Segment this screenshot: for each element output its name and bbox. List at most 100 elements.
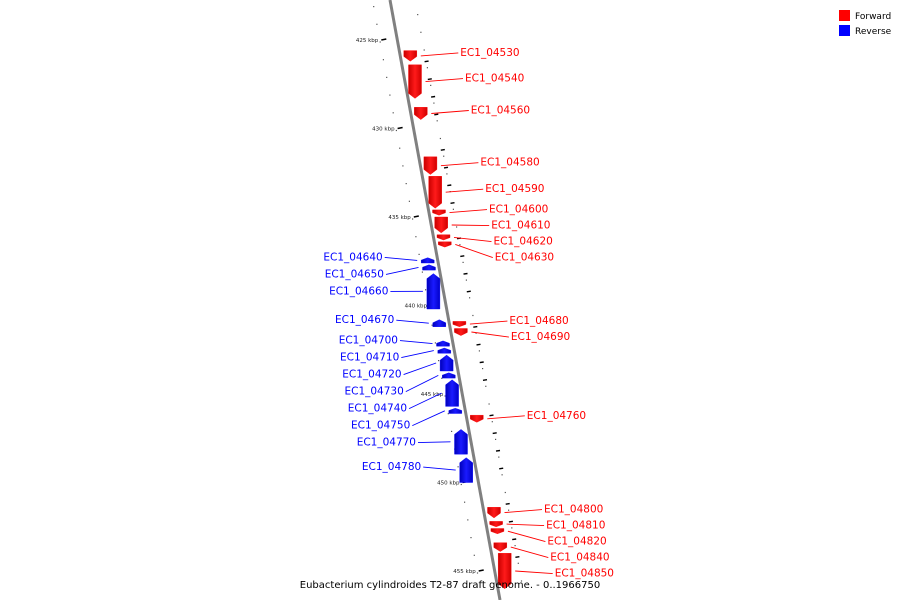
gene-EC1_04540 — [408, 64, 422, 99]
leader-EC1_04760 — [487, 415, 525, 420]
axis-dot — [501, 474, 503, 476]
axis-dot — [446, 173, 448, 175]
legend-reverse-swatch — [839, 25, 850, 36]
axis-dot — [408, 200, 410, 202]
leader-EC1_04850 — [515, 570, 553, 575]
kbp-minor-tick — [492, 432, 497, 435]
kbp-minor-tick — [450, 202, 455, 204]
kbp-tick-mark — [397, 126, 403, 130]
axis-dot — [425, 289, 427, 291]
gene-EC1_04720 — [439, 354, 454, 372]
axis-dot — [423, 49, 425, 51]
gene-label-EC1_04690: EC1_04690 — [511, 331, 570, 343]
gene-EC1_04560 — [414, 107, 428, 120]
leader-EC1_04610 — [451, 224, 490, 227]
gene-EC1_04850 — [498, 553, 512, 589]
leader-EC1_04710 — [401, 350, 434, 359]
gene-EC1_04590 — [428, 176, 442, 209]
leader-EC1_04820 — [507, 530, 546, 543]
gene-EC1_04750 — [448, 407, 462, 414]
leader-EC1_04590 — [445, 188, 484, 193]
gene-label-EC1_04700: EC1_04700 — [339, 335, 398, 347]
leader-EC1_04530 — [420, 52, 459, 57]
axis-dot — [511, 527, 513, 529]
axis-dot — [470, 537, 472, 539]
gene-EC1_04800 — [487, 507, 501, 519]
gene-label-EC1_04530: EC1_04530 — [460, 47, 519, 59]
gene-EC1_04840 — [493, 542, 507, 552]
gene-EC1_04620 — [436, 234, 451, 241]
axis-dot — [436, 120, 438, 122]
kbp-ticks: 425 kbp 430 kbp 435 kbp 440 kbp 445 kbp 450 k… — [356, 38, 520, 575]
axis-dot — [433, 102, 435, 104]
axis-dot — [520, 580, 523, 582]
axis-dot — [431, 324, 433, 326]
kbp-minor-tick — [499, 467, 504, 470]
kbp-minor-tick — [508, 520, 514, 523]
gene-label-EC1_04730: EC1_04730 — [344, 386, 403, 398]
gene-label-EC1_04630: EC1_04630 — [495, 252, 554, 264]
kbp-tick-mark — [478, 569, 484, 572]
kbp-minor-tick — [424, 60, 429, 63]
gene-EC1_04660 — [426, 273, 441, 310]
kbp-minor-tick — [479, 361, 484, 364]
axis-dot — [382, 59, 384, 61]
axis-dot — [405, 183, 407, 185]
leader-EC1_04740 — [408, 392, 442, 410]
axis-dot — [386, 76, 388, 78]
axis-dots — [373, 6, 523, 582]
axis-dot — [379, 41, 381, 43]
axis-dot — [498, 456, 500, 458]
gene-EC1_04670 — [432, 319, 446, 327]
gene-label-EC1_04760: EC1_04760 — [527, 410, 586, 422]
gene-EC1_04650 — [422, 264, 436, 271]
leader-EC1_04680 — [469, 320, 508, 325]
gene-label-EC1_04650: EC1_04650 — [325, 268, 384, 280]
legend-forward-label: Forward — [855, 12, 891, 22]
gene-label-EC1_04820: EC1_04820 — [547, 536, 606, 548]
axis-dot — [457, 466, 459, 468]
leader-EC1_04650 — [385, 266, 419, 275]
kbp-tick-label: 435 kbp — [388, 215, 411, 221]
kbp-tick-label: 425 kbp — [356, 38, 379, 44]
axis-dot — [467, 519, 469, 521]
axis-dot — [421, 271, 423, 273]
kbp-minor-tick — [515, 556, 520, 558]
gene-EC1_04710 — [437, 347, 451, 354]
leader-EC1_04730 — [405, 374, 439, 393]
leader-EC1_04840 — [510, 546, 549, 559]
leader-EC1_04720 — [403, 362, 437, 376]
gene-label-EC1_04670: EC1_04670 — [335, 314, 394, 326]
gene-label-EC1_04660: EC1_04660 — [329, 285, 388, 297]
gene-label-EC1_04560: EC1_04560 — [471, 105, 530, 117]
kbp-minor-tick — [440, 148, 445, 151]
legend: Forward Reverse — [839, 10, 892, 37]
gene-label-EC1_04800: EC1_04800 — [544, 504, 603, 516]
axis-dot — [508, 509, 510, 511]
axis-dot — [395, 129, 397, 132]
leader-EC1_04560 — [431, 110, 469, 114]
kbp-tick-label: 455 kbp — [453, 569, 476, 575]
kbp-minor-tick — [495, 449, 501, 452]
leader-EC1_04810 — [506, 523, 545, 527]
kbp-tick-label: 440 kbp — [405, 304, 428, 310]
axis-dot — [452, 208, 454, 210]
legend-forward-swatch — [839, 10, 850, 21]
gene-label-EC1_04850: EC1_04850 — [555, 568, 614, 580]
legend-reverse-label: Reverse — [855, 27, 892, 37]
gene-label-EC1_04590: EC1_04590 — [485, 183, 544, 195]
axis-dot — [460, 483, 462, 486]
kbp-minor-tick — [460, 255, 465, 258]
axis-dot — [441, 377, 443, 379]
axis-dot — [459, 244, 461, 246]
gene-label-EC1_04770: EC1_04770 — [357, 437, 416, 449]
axis-dot — [443, 155, 445, 157]
axis-dot — [491, 421, 493, 423]
axis-dot — [475, 332, 477, 334]
gene-label-EC1_04610: EC1_04610 — [491, 220, 550, 232]
gene-label-EC1_04600: EC1_04600 — [489, 204, 548, 216]
gene-EC1_04600 — [432, 209, 446, 216]
axis-dot — [389, 94, 391, 96]
axis-dot — [462, 261, 464, 263]
axis-dot — [417, 14, 419, 16]
